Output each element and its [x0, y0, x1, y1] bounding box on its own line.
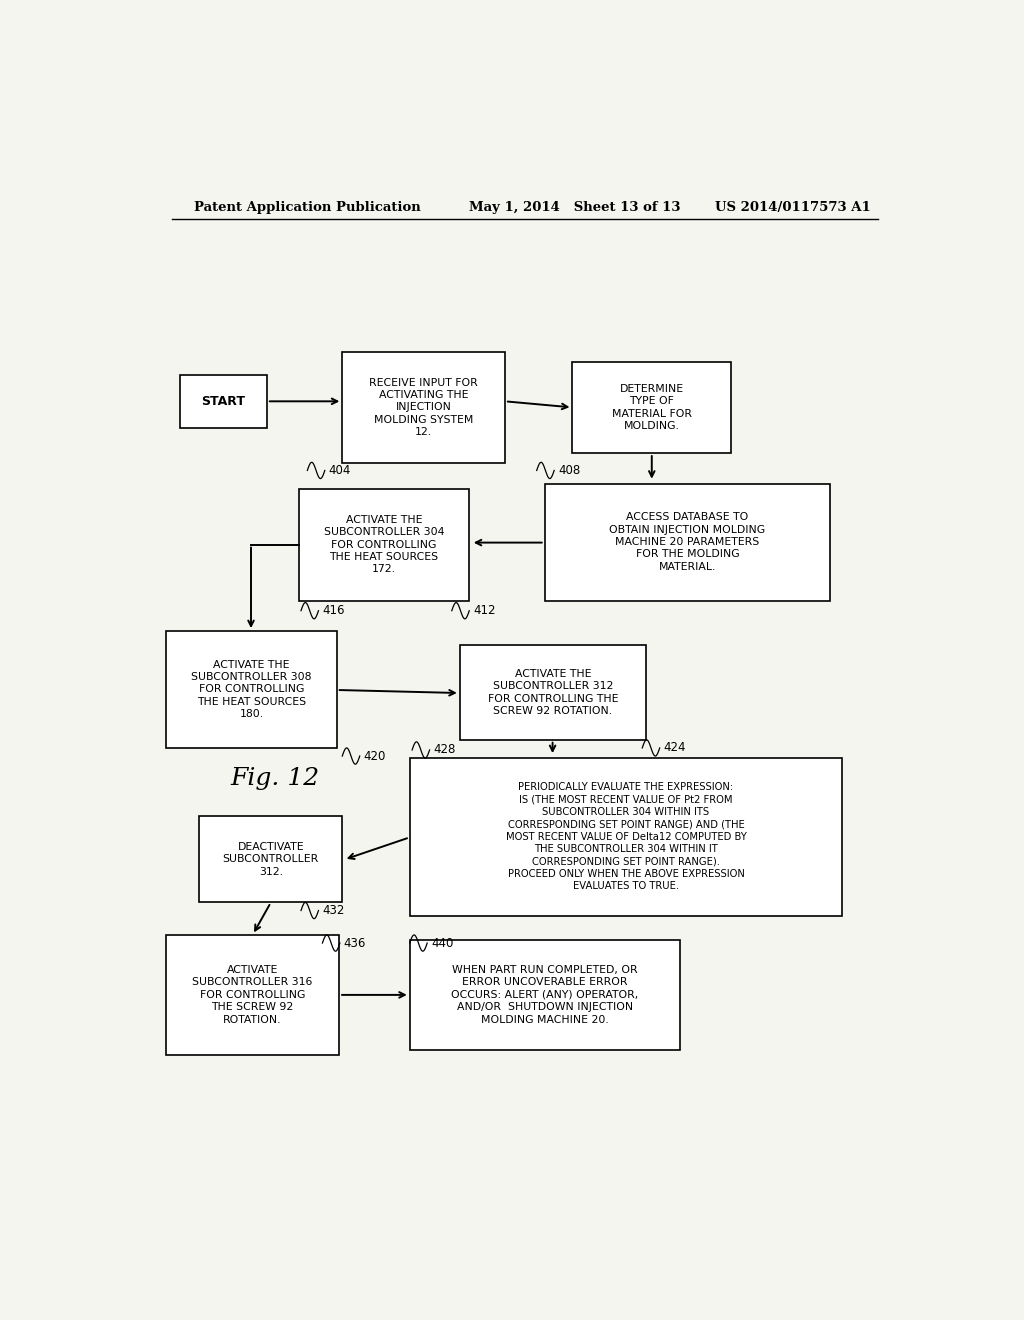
- Bar: [342, 351, 505, 463]
- Text: RECEIVE INPUT FOR
ACTIVATING THE
INJECTION
MOLDING SYSTEM
12.: RECEIVE INPUT FOR ACTIVATING THE INJECTI…: [370, 378, 478, 437]
- Text: 428: 428: [433, 743, 456, 756]
- Text: DEACTIVATE
SUBCONTROLLER
312.: DEACTIVATE SUBCONTROLLER 312.: [223, 842, 318, 876]
- Text: 440: 440: [431, 937, 454, 949]
- Text: 408: 408: [558, 463, 581, 477]
- Bar: [410, 940, 680, 1049]
- Text: 432: 432: [323, 904, 345, 917]
- Text: WHEN PART RUN COMPLETED, OR
ERROR UNCOVERABLE ERROR
OCCURS: ALERT (ANY) OPERATOR: WHEN PART RUN COMPLETED, OR ERROR UNCOVE…: [451, 965, 638, 1024]
- Bar: [200, 816, 342, 903]
- Text: US 2014/0117573 A1: US 2014/0117573 A1: [715, 201, 871, 214]
- Text: DETERMINE
TYPE OF
MATERIAL FOR
MOLDING.: DETERMINE TYPE OF MATERIAL FOR MOLDING.: [611, 384, 692, 432]
- Text: START: START: [202, 395, 245, 408]
- Text: 424: 424: [664, 742, 686, 755]
- Text: ACTIVATE THE
SUBCONTROLLER 308
FOR CONTROLLING
THE HEAT SOURCES
180.: ACTIVATE THE SUBCONTROLLER 308 FOR CONTR…: [191, 660, 311, 719]
- Text: Patent Application Publication: Patent Application Publication: [194, 201, 421, 214]
- Text: 404: 404: [329, 463, 351, 477]
- Text: 412: 412: [473, 605, 496, 618]
- Text: PERIODICALLY EVALUATE THE EXPRESSION:
IS (THE MOST RECENT VALUE OF Pt2 FROM
SUBC: PERIODICALLY EVALUATE THE EXPRESSION: IS…: [506, 783, 746, 891]
- Text: 436: 436: [344, 937, 367, 949]
- Text: ACCESS DATABASE TO
OBTAIN INJECTION MOLDING
MACHINE 20 PARAMETERS
FOR THE MOLDIN: ACCESS DATABASE TO OBTAIN INJECTION MOLD…: [609, 512, 766, 572]
- Text: Fig. 12: Fig. 12: [230, 767, 319, 789]
- Bar: [460, 645, 646, 739]
- Text: 416: 416: [323, 605, 345, 618]
- Bar: [299, 488, 469, 601]
- Text: May 1, 2014   Sheet 13 of 13: May 1, 2014 Sheet 13 of 13: [469, 201, 681, 214]
- Bar: [179, 375, 267, 428]
- Text: ACTIVATE THE
SUBCONTROLLER 312
FOR CONTROLLING THE
SCREW 92 ROTATION.: ACTIVATE THE SUBCONTROLLER 312 FOR CONTR…: [487, 669, 618, 717]
- Bar: [410, 758, 842, 916]
- Bar: [166, 935, 339, 1055]
- Bar: [545, 483, 830, 601]
- Text: ACTIVATE
SUBCONTROLLER 316
FOR CONTROLLING
THE SCREW 92
ROTATION.: ACTIVATE SUBCONTROLLER 316 FOR CONTROLLI…: [193, 965, 312, 1024]
- Text: 420: 420: [364, 750, 386, 763]
- Text: ACTIVATE THE
SUBCONTROLLER 304
FOR CONTROLLING
THE HEAT SOURCES
172.: ACTIVATE THE SUBCONTROLLER 304 FOR CONTR…: [324, 515, 444, 574]
- Bar: [572, 362, 731, 453]
- Bar: [166, 631, 337, 748]
